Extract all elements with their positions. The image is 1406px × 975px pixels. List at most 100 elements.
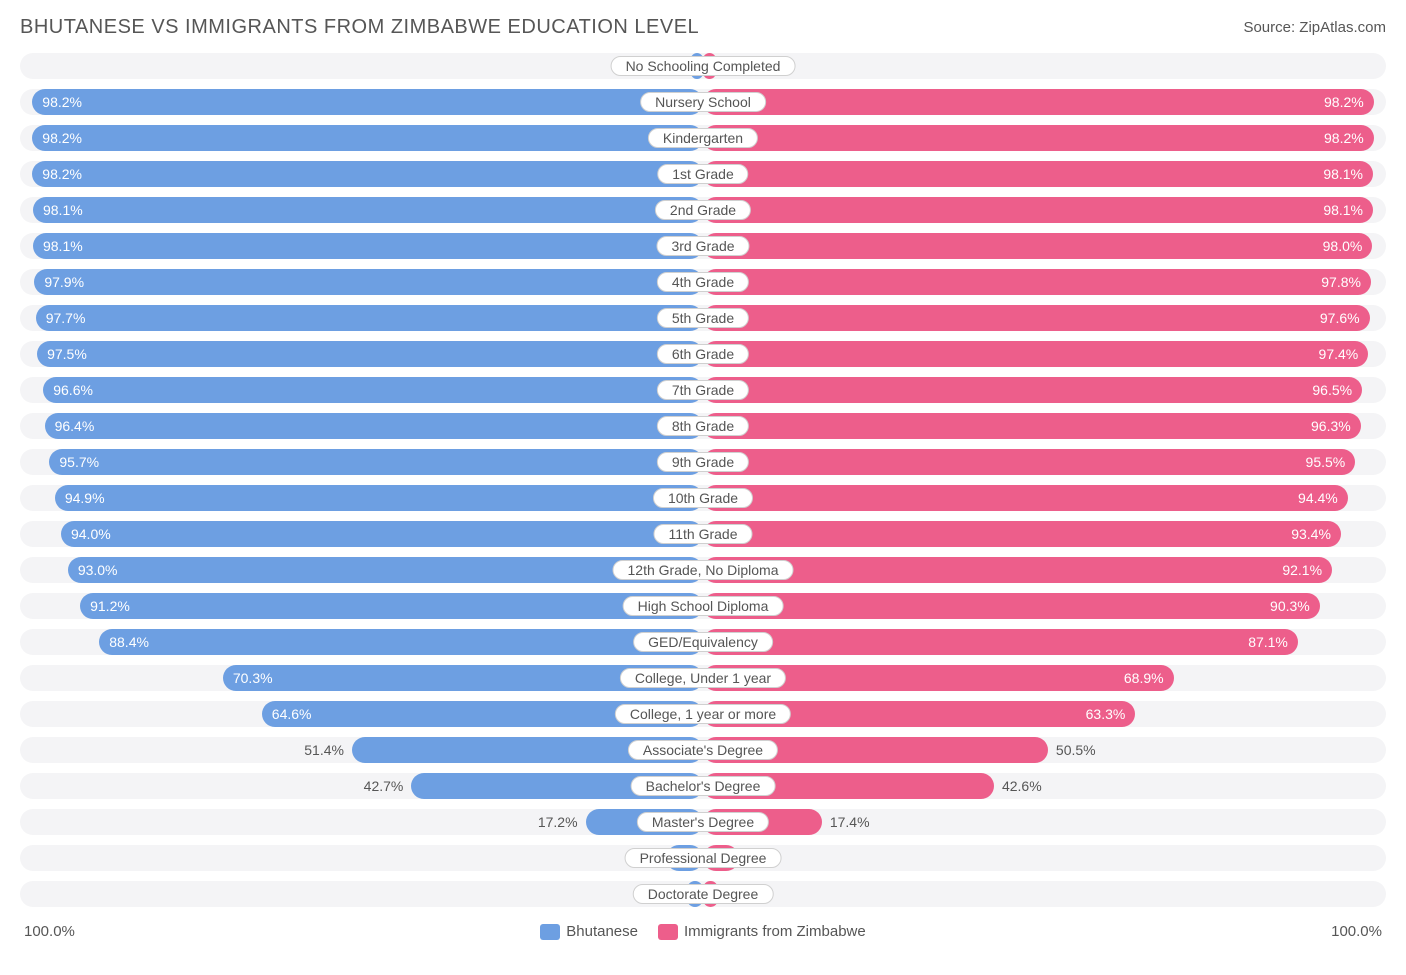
legend-item-right: Immigrants from Zimbabwe bbox=[658, 923, 866, 940]
category-label: Professional Degree bbox=[625, 848, 782, 868]
bar-right-value: 50.5% bbox=[1048, 742, 1096, 758]
bar-right-value: 17.4% bbox=[822, 814, 870, 830]
bar-left: 96.4% bbox=[45, 413, 703, 439]
category-label: 1st Grade bbox=[657, 164, 748, 184]
category-label: Master's Degree bbox=[637, 812, 769, 832]
bar-left-value: 88.4% bbox=[99, 634, 159, 650]
bar-left: 95.7% bbox=[49, 449, 703, 475]
bar-row: 97.5%97.4%6th Grade bbox=[20, 341, 1386, 367]
bar-left-value: 96.4% bbox=[45, 418, 105, 434]
category-label: 7th Grade bbox=[657, 380, 749, 400]
bar-row: 51.4% 50.5% Associate's Degree bbox=[20, 737, 1386, 763]
axis-left-value: 100.0% bbox=[24, 923, 75, 940]
category-label: College, Under 1 year bbox=[620, 668, 786, 688]
bar-right: 93.4% bbox=[703, 521, 1341, 547]
bar-right-value: 98.1% bbox=[1313, 202, 1373, 218]
category-label: College, 1 year or more bbox=[615, 704, 791, 724]
bar-left-value: 94.9% bbox=[55, 490, 115, 506]
bar-right-value: 96.3% bbox=[1301, 418, 1361, 434]
bar-left-value: 91.2% bbox=[80, 598, 140, 614]
bar-right-value: 97.4% bbox=[1309, 346, 1369, 362]
bar-left-value: 98.2% bbox=[32, 166, 92, 182]
bar-row: 2.3%2.2%Doctorate Degree bbox=[20, 881, 1386, 907]
bar-right-value: 98.0% bbox=[1313, 238, 1373, 254]
bar-right-value: 98.2% bbox=[1314, 130, 1374, 146]
bar-left-value: 98.2% bbox=[32, 130, 92, 146]
bar-right-value: 68.9% bbox=[1114, 670, 1174, 686]
bar-right-value: 42.6% bbox=[994, 778, 1042, 794]
bar-right: 96.3% bbox=[703, 413, 1361, 439]
bar-left: 96.6% bbox=[43, 377, 703, 403]
bar-left: 93.0% bbox=[68, 557, 703, 583]
bar-right-value: 63.3% bbox=[1076, 706, 1136, 722]
category-label: 11th Grade bbox=[653, 524, 752, 544]
bar-right: 98.1% bbox=[703, 161, 1373, 187]
chart-source: Source: ZipAtlas.com bbox=[1243, 19, 1386, 36]
bar-left-value: 70.3% bbox=[223, 670, 283, 686]
bar-left-value: 97.9% bbox=[34, 274, 94, 290]
legend-right-label: Immigrants from Zimbabwe bbox=[684, 923, 866, 940]
bar-right: 97.4% bbox=[703, 341, 1368, 367]
bar-row: 1.8%1.9%No Schooling Completed bbox=[20, 53, 1386, 79]
bar-right-value: 87.1% bbox=[1238, 634, 1298, 650]
bar-right-value: 92.1% bbox=[1272, 562, 1332, 578]
chart-header: BHUTANESE VS IMMIGRANTS FROM ZIMBABWE ED… bbox=[0, 0, 1406, 53]
chart-title: BHUTANESE VS IMMIGRANTS FROM ZIMBABWE ED… bbox=[20, 16, 699, 39]
bar-left-value: 95.7% bbox=[49, 454, 109, 470]
category-label: 6th Grade bbox=[657, 344, 749, 364]
axis-row: 100.0%BhutaneseImmigrants from Zimbabwe1… bbox=[20, 917, 1386, 940]
bar-row: 98.1%98.1%2nd Grade bbox=[20, 197, 1386, 223]
bar-right-value: 95.5% bbox=[1296, 454, 1356, 470]
bar-right-value: 93.4% bbox=[1281, 526, 1341, 542]
bar-row: 96.4%96.3%8th Grade bbox=[20, 413, 1386, 439]
category-label: 12th Grade, No Diploma bbox=[613, 560, 794, 580]
bar-row: 97.7%97.6%5th Grade bbox=[20, 305, 1386, 331]
bar-left: 97.7% bbox=[36, 305, 703, 331]
category-label: Bachelor's Degree bbox=[631, 776, 776, 796]
bar-right: 98.0% bbox=[703, 233, 1372, 259]
category-label: Associate's Degree bbox=[628, 740, 778, 760]
bar-row: 94.9%94.4%10th Grade bbox=[20, 485, 1386, 511]
bar-left-value: 96.6% bbox=[43, 382, 103, 398]
bar-left: 98.2% bbox=[32, 161, 703, 187]
bar-left: 88.4% bbox=[99, 629, 703, 655]
category-label: Kindergarten bbox=[648, 128, 758, 148]
bar-right: 94.4% bbox=[703, 485, 1348, 511]
category-label: No Schooling Completed bbox=[611, 56, 796, 76]
bar-right: 92.1% bbox=[703, 557, 1332, 583]
bar-row: 95.7% 95.5% 9th Grade bbox=[20, 449, 1386, 475]
bar-left-value: 42.7% bbox=[364, 778, 412, 794]
bar-row: 42.7% 42.6% Bachelor's Degree bbox=[20, 773, 1386, 799]
bar-right-value: 97.6% bbox=[1310, 310, 1370, 326]
category-label: 3rd Grade bbox=[656, 236, 749, 256]
category-label: 9th Grade bbox=[657, 452, 749, 472]
bar-left: 98.1% bbox=[33, 233, 703, 259]
legend-swatch-icon bbox=[658, 924, 678, 940]
legend: BhutaneseImmigrants from Zimbabwe bbox=[540, 923, 865, 940]
chart-area: 1.8%1.9%No Schooling Completed98.2%98.2%… bbox=[0, 53, 1406, 950]
bar-row: 17.2%17.4%Master's Degree bbox=[20, 809, 1386, 835]
bar-left: 91.2% bbox=[80, 593, 703, 619]
bar-left: 98.1% bbox=[33, 197, 703, 223]
bar-right: 90.3% bbox=[703, 593, 1320, 619]
bar-right: 98.1% bbox=[703, 197, 1373, 223]
category-label: 4th Grade bbox=[657, 272, 749, 292]
bar-left-value: 97.7% bbox=[36, 310, 96, 326]
bar-right-value: 97.8% bbox=[1311, 274, 1371, 290]
bar-left: 98.2% bbox=[32, 125, 703, 151]
bar-row: 97.9% 97.8% 4th Grade bbox=[20, 269, 1386, 295]
bar-right-value: 96.5% bbox=[1302, 382, 1362, 398]
bar-right: 87.1% bbox=[703, 629, 1298, 655]
bar-left-value: 64.6% bbox=[262, 706, 322, 722]
bar-right-value: 90.3% bbox=[1260, 598, 1320, 614]
bar-left: 97.9% bbox=[34, 269, 703, 295]
bar-row: 93.0% 92.1% 12th Grade, No Diploma bbox=[20, 557, 1386, 583]
category-label: Nursery School bbox=[640, 92, 766, 112]
bar-row: 98.1% 98.0% 3rd Grade bbox=[20, 233, 1386, 259]
bar-left: 98.2% bbox=[32, 89, 703, 115]
bar-row: 64.6% 63.3% College, 1 year or more bbox=[20, 701, 1386, 727]
bar-right: 98.2% bbox=[703, 89, 1374, 115]
bar-left-value: 51.4% bbox=[304, 742, 352, 758]
bar-left-value: 94.0% bbox=[61, 526, 121, 542]
bar-left-value: 93.0% bbox=[68, 562, 128, 578]
